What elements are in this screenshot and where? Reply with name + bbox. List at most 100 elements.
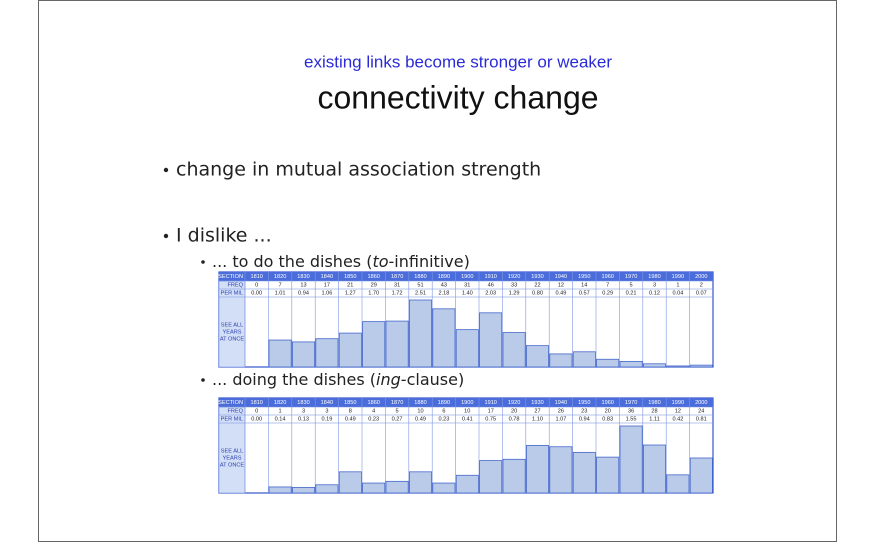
per-mil-value: 0.13 bbox=[298, 416, 309, 422]
freq-value: 26 bbox=[558, 408, 564, 414]
bar bbox=[362, 321, 386, 368]
section-label: 2000 bbox=[695, 274, 707, 280]
section-label: 1920 bbox=[508, 400, 520, 406]
freq-value: 3 bbox=[325, 408, 328, 414]
per-mil-value: 0.41 bbox=[462, 416, 473, 422]
per-mil-value: 0.42 bbox=[672, 416, 683, 422]
section-label: 1840 bbox=[321, 274, 333, 280]
freq-value: 28 bbox=[651, 408, 657, 414]
section-label: 1860 bbox=[367, 400, 379, 406]
section-label: 1960 bbox=[601, 274, 613, 280]
bar bbox=[408, 471, 432, 494]
title: connectivity change bbox=[317, 79, 598, 115]
freq-value: 0 bbox=[255, 282, 258, 288]
freq-value: 5 bbox=[630, 282, 633, 288]
section-label: 1890 bbox=[438, 274, 450, 280]
text-part: ... doing the dishes ( bbox=[212, 370, 376, 389]
per-mil-value: 1.72 bbox=[392, 290, 403, 296]
freq-value: 31 bbox=[464, 282, 470, 288]
section-label: 1950 bbox=[578, 274, 590, 280]
section-label: 1810 bbox=[250, 274, 262, 280]
section-label: 1870 bbox=[391, 400, 403, 406]
bar bbox=[479, 312, 503, 368]
per-mil-value: 1.29 bbox=[509, 290, 520, 296]
bar bbox=[455, 474, 479, 494]
per-mil-value: 0.27 bbox=[392, 416, 403, 422]
section-label: 1910 bbox=[484, 400, 496, 406]
bar bbox=[291, 341, 315, 368]
freq-value: 43 bbox=[441, 282, 447, 288]
row-label: FREQ bbox=[227, 408, 243, 414]
section-label: 1960 bbox=[601, 400, 613, 406]
section-label: 1990 bbox=[672, 274, 684, 280]
freq-value: 31 bbox=[394, 282, 400, 288]
freq-value: 12 bbox=[675, 408, 681, 414]
side-label: AT ONCE bbox=[220, 462, 245, 468]
bar bbox=[619, 360, 643, 368]
section-label: 1820 bbox=[274, 400, 286, 406]
per-mil-value: 1.11 bbox=[649, 416, 659, 422]
text-part: -clause) bbox=[401, 370, 464, 389]
per-mil-value: 0.19 bbox=[321, 416, 332, 422]
per-mil-value: 0.04 bbox=[672, 290, 683, 296]
bar bbox=[666, 474, 690, 494]
row-label: SECTION bbox=[218, 274, 243, 280]
bar bbox=[268, 486, 292, 494]
bar bbox=[666, 365, 690, 368]
section-label: 1830 bbox=[297, 400, 309, 406]
per-mil-value: 2.03 bbox=[485, 290, 496, 296]
bar bbox=[268, 339, 292, 368]
per-mil-value: 0.94 bbox=[579, 416, 590, 422]
freq-value: 33 bbox=[511, 282, 517, 288]
text-part: ing bbox=[376, 370, 401, 389]
per-mil-value: 0.29 bbox=[602, 290, 613, 296]
bar bbox=[432, 308, 456, 368]
freq-value: 23 bbox=[581, 408, 587, 414]
freq-value: 36 bbox=[628, 408, 634, 414]
bar bbox=[643, 363, 667, 368]
section-label: 1810 bbox=[250, 400, 262, 406]
freq-value: 7 bbox=[279, 282, 282, 288]
side-label: YEARS bbox=[223, 329, 242, 335]
freq-value: 20 bbox=[605, 408, 611, 414]
row-label: PER MIL bbox=[221, 416, 243, 422]
freq-value: 6 bbox=[442, 408, 445, 414]
bar bbox=[502, 332, 526, 368]
per-mil-value: 0.81 bbox=[696, 416, 707, 422]
header-row bbox=[219, 272, 713, 281]
per-mil-value: 0.00 bbox=[251, 290, 262, 296]
bar bbox=[596, 456, 620, 494]
sub-bullet-dot bbox=[201, 378, 205, 382]
per-mil-value: 2.18 bbox=[438, 290, 449, 296]
row-label: FREQ bbox=[227, 282, 243, 288]
text-part: ... to do the dishes ( bbox=[212, 252, 372, 271]
freq-value: 29 bbox=[371, 282, 377, 288]
sub-bullet-text: ... doing the dishes (ing-clause) bbox=[212, 370, 464, 389]
freq-value: 5 bbox=[396, 408, 399, 414]
per-mil-value: 0.23 bbox=[438, 416, 449, 422]
section-label: 1990 bbox=[672, 400, 684, 406]
section-label: 1980 bbox=[648, 400, 660, 406]
section-label: 1940 bbox=[555, 274, 567, 280]
freq-value: 17 bbox=[488, 408, 494, 414]
bar bbox=[549, 353, 573, 368]
bar bbox=[502, 458, 526, 494]
per-mil-value: 0.57 bbox=[579, 290, 590, 296]
section-label: 1850 bbox=[344, 274, 356, 280]
bullet-dot bbox=[163, 233, 169, 239]
bar bbox=[362, 482, 386, 494]
per-mil-value: 1.10 bbox=[532, 416, 543, 422]
per-mil-value: 0.80 bbox=[532, 290, 543, 296]
per-mil-value: 1.07 bbox=[555, 416, 566, 422]
bar bbox=[455, 329, 479, 368]
bar bbox=[596, 358, 620, 368]
side-label: SEE ALL bbox=[221, 448, 243, 454]
bar bbox=[619, 425, 643, 494]
freq-value: 17 bbox=[324, 282, 330, 288]
section-label: 1970 bbox=[625, 400, 637, 406]
bar bbox=[572, 351, 596, 368]
bullet-dot bbox=[163, 167, 169, 173]
bar bbox=[572, 451, 596, 494]
section-label: 2000 bbox=[695, 400, 707, 406]
